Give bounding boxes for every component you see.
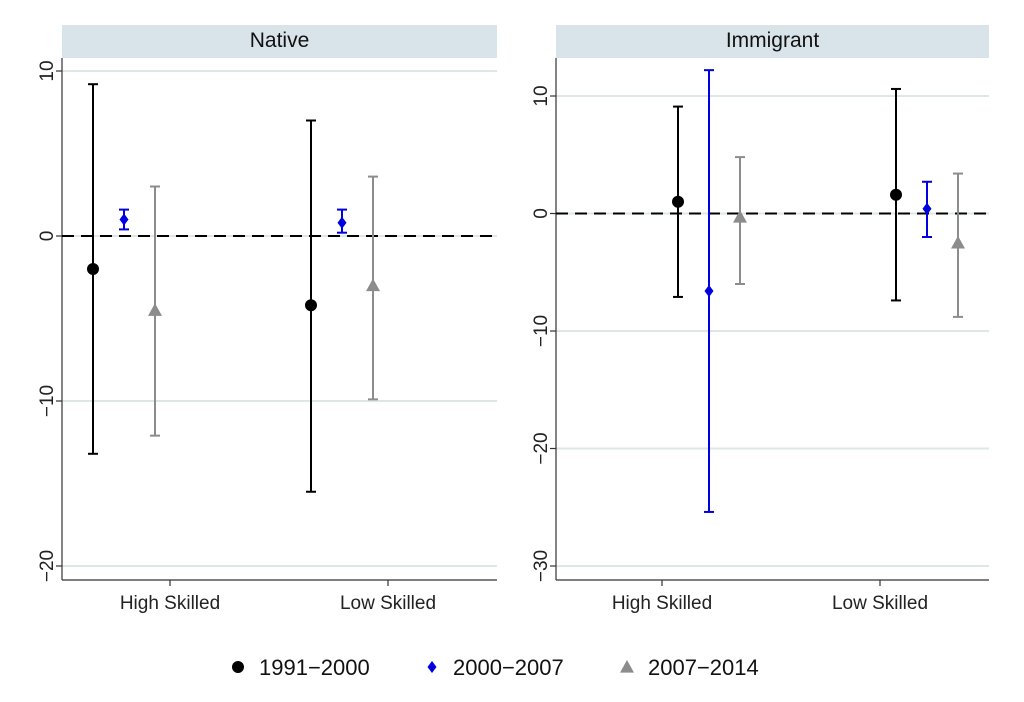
x-tick-label: High Skilled (120, 593, 220, 614)
y-tick-label: 10 (531, 85, 552, 106)
y-tick-label: 10 (37, 60, 58, 81)
point-estimate (337, 216, 347, 229)
panel-1: Immigrant 10 0 −10 −20 −30 High Skilled Low Ski… (531, 25, 989, 614)
legend-item: 2000−2007 (427, 655, 564, 680)
y-tick-label: −10 (531, 315, 552, 347)
point-estimate (305, 299, 317, 312)
point-estimate (119, 213, 129, 226)
panel-title: Immigrant (726, 29, 820, 52)
point-estimate (951, 235, 965, 249)
point-estimate (87, 263, 99, 275)
point-estimate (672, 195, 684, 208)
point-estimate (366, 278, 380, 292)
legend-marker (427, 661, 437, 673)
y-tick-label: 0 (37, 231, 58, 242)
legend-label: 2000−2007 (453, 655, 564, 680)
legend-marker (620, 660, 634, 673)
panel-title: Native (250, 29, 310, 52)
panel-strip (556, 25, 989, 58)
legend: 1991−2000 2000−2007 2007−2014 (232, 655, 759, 680)
point-estimate (890, 188, 902, 201)
legend-marker (232, 661, 244, 673)
x-tick-label: Low Skilled (832, 593, 928, 614)
legend-label: 1991−2000 (259, 655, 370, 680)
y-tick-label: −10 (37, 385, 58, 417)
y-tick-label: −20 (37, 550, 58, 582)
point-estimate (922, 202, 932, 215)
panel-strip (62, 25, 497, 58)
x-tick-label: High Skilled (612, 593, 712, 614)
point-estimate (733, 210, 747, 223)
legend-label: 2007−2014 (648, 655, 759, 680)
y-tick-label: −30 (531, 550, 552, 582)
x-tick-label: Low Skilled (340, 593, 436, 614)
y-tick-label: 0 (531, 208, 552, 219)
legend-item: 1991−2000 (232, 655, 370, 680)
point-estimate (704, 285, 714, 298)
legend-item: 2007−2014 (620, 655, 759, 680)
panel-0: Native 10 0 −10 −20 High Skilled Low Skilled (37, 25, 497, 614)
point-estimate (148, 303, 162, 316)
y-tick-label: −20 (531, 432, 552, 464)
